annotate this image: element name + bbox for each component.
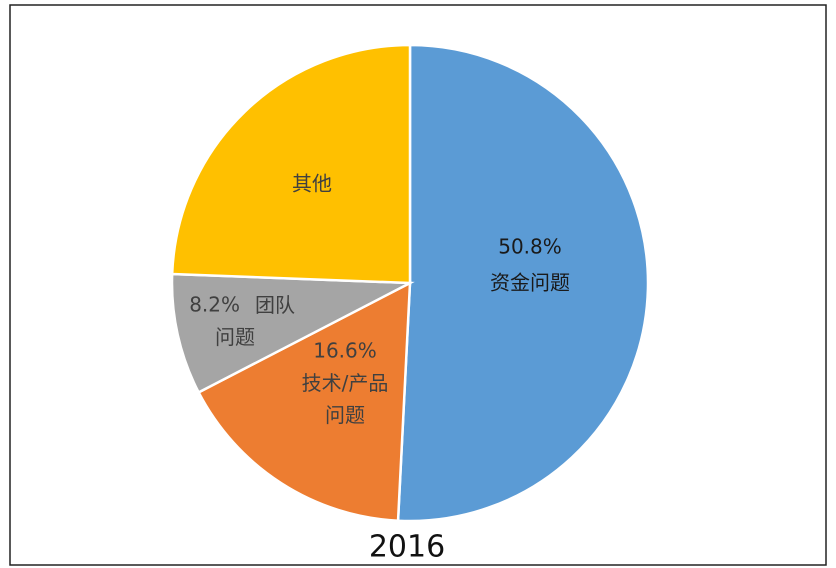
pie-slice [196,280,412,523]
data-label: 50.8% [498,235,562,259]
chart-title: 2016 [369,530,445,565]
pie-slice [170,43,412,285]
category-label: 其他 [292,172,332,196]
category-line: 问题 [325,403,365,427]
category-label: 技术/产品问题 [302,371,389,427]
data-label: 16.6% [313,339,377,363]
category-line: 技术/产品 [302,371,389,395]
category-line: 团队 [255,293,295,317]
data-label: 8.2% [189,293,240,317]
category-label: 团队问题 [215,293,295,349]
category-line: 问题 [215,325,255,349]
category-label: 资金问题 [490,271,570,295]
pie-slice [396,43,650,523]
pie-slice [170,272,415,395]
